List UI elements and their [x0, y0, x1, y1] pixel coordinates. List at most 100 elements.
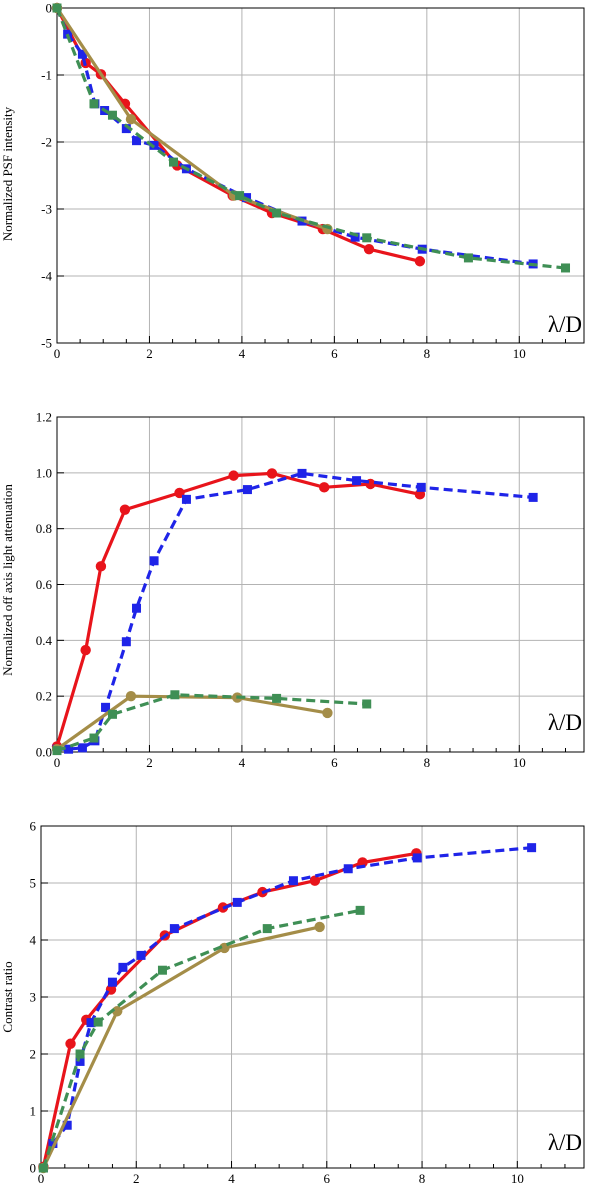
contrast-ratio-red-series-line [41, 851, 417, 1168]
psf-intensity-y-tick-label: 0 [46, 1, 53, 16]
attenuation-x-tick-label: 10 [513, 755, 526, 770]
psf-intensity-red-series-point [414, 256, 426, 267]
attenuation-y-tick-label: 0.8 [36, 521, 52, 536]
psf-intensity-red-series [51, 2, 426, 267]
contrast-ratio-y-tick-label: 6 [30, 819, 37, 834]
contrast-ratio-blue-series-point [232, 897, 242, 907]
attenuation-blue-series-point [352, 476, 362, 486]
psf-intensity-olive-series [51, 2, 333, 235]
attenuation-red-series-point [318, 482, 330, 493]
attenuation-blue-series-point [121, 637, 131, 647]
attenuation-panel: Normalized off axis light attenuation λ/… [0, 410, 585, 770]
attenuation-x-tick-label: 2 [146, 755, 153, 770]
psf-intensity-blue-series-point [121, 124, 131, 134]
psf-intensity-green-series-point [52, 3, 62, 13]
attenuation-blue-series-point [132, 603, 142, 613]
attenuation-blue-series-point [297, 468, 307, 478]
contrast-ratio-y-tick-label: 2 [30, 1047, 37, 1062]
attenuation-blue-series-point [64, 744, 74, 754]
psf-intensity-red-series-point [363, 244, 375, 255]
contrast-ratio-olive-series-line [41, 925, 320, 1169]
contrast-ratio-blue-series-point [169, 924, 179, 934]
contrast-ratio-blue-series-point [86, 1018, 96, 1028]
attenuation-blue-series-point [242, 485, 252, 495]
contrast-ratio-ylabel: Contrast ratio [0, 961, 15, 1032]
attenuation-x-tick-label: 8 [424, 755, 431, 770]
contrast-ratio-olive-series [38, 921, 325, 1174]
attenuation-green-series-point [170, 690, 180, 700]
contrast-ratio-x-tick-label: 10 [511, 1171, 524, 1186]
contrast-ratio-y-tick-label: 0 [30, 1161, 37, 1176]
psf-intensity-green-series-point [107, 110, 117, 120]
psf-intensity-grid [57, 8, 584, 343]
contrast-ratio-green-series-line [41, 908, 361, 1169]
attenuation-green-series-line [56, 693, 367, 753]
attenuation-x-tick-label: 4 [239, 755, 246, 770]
attenuation-red-series-point [80, 644, 91, 656]
attenuation-red-series-point [95, 561, 107, 572]
attenuation-y-tick-label: 1.2 [36, 410, 52, 425]
psf-intensity-x-tick-label: 6 [331, 346, 338, 361]
contrast-ratio-blue-series-point [48, 1138, 58, 1148]
psf-intensity-green-series-point [561, 263, 571, 273]
psf-intensity-x-tick-label: 0 [54, 346, 61, 361]
attenuation-corner-label: λ/D [548, 710, 582, 735]
attenuation-olive-series-point [125, 690, 137, 702]
psf-intensity-green-series-point [362, 233, 372, 243]
attenuation-y-tick-label: 0.0 [36, 745, 52, 760]
attenuation-red-series-point [119, 504, 131, 515]
psf-intensity-blue-series [52, 3, 538, 269]
attenuation-green-series [52, 690, 372, 756]
psf-intensity-panel: Normalized PSF intensity λ/D 0 2 4 6 8 10 0 -1 -… [0, 1, 585, 361]
contrast-ratio-blue-series-point [343, 864, 353, 874]
contrast-ratio-y-tick-label: 1 [30, 1104, 37, 1119]
contrast-ratio-green-series-point [38, 1163, 48, 1173]
contrast-ratio-blue-series-point [75, 1056, 85, 1066]
psf-intensity-green-series-point [89, 99, 99, 109]
contrast-ratio-green-series-point [262, 924, 272, 934]
psf-intensity-x-tick-label: 4 [239, 346, 246, 361]
attenuation-y-tick-label: 1.0 [36, 465, 52, 480]
contrast-ratio-blue-series-point [62, 1120, 72, 1130]
contrast-ratio-green-series-point [93, 1017, 103, 1027]
contrast-ratio-green-series-point [75, 1049, 85, 1059]
attenuation-red-series-point [228, 470, 239, 481]
attenuation-blue-series-point [528, 492, 538, 502]
attenuation-green-series-point [362, 699, 372, 709]
psf-intensity-corner-label: λ/D [548, 312, 582, 337]
psf-intensity-y-tick-label: -2 [41, 135, 52, 150]
attenuation-green-series-point [52, 746, 62, 756]
attenuation-green-series-point [89, 733, 99, 743]
psf-intensity-olive-series-point [125, 114, 137, 125]
psf-intensity-ylabel: Normalized PSF intensity [0, 106, 15, 241]
psf-intensity-y-tick-label: -4 [41, 269, 52, 284]
attenuation-x-tick-label: 0 [54, 755, 61, 770]
contrast-ratio-x-tick-label: 2 [133, 1171, 140, 1186]
contrast-ratio-blue-series-point [107, 977, 117, 987]
contrast-ratio-panel: Contrast ratio λ/D 0 2 4 6 8 10 0 1 2 3 4 5 6 [0, 819, 585, 1186]
attenuation-y-tick-label: 0.6 [36, 577, 53, 592]
attenuation-y-tick-label: 0.2 [36, 689, 52, 704]
psf-intensity-plot-frame [56, 7, 585, 344]
contrast-ratio-olive-series-point [112, 1006, 123, 1017]
attenuation-olive-series-point [322, 707, 333, 719]
psf-intensity-x-tick-label: 2 [146, 346, 153, 361]
attenuation-blue-series-line [57, 471, 534, 751]
psf-intensity-green-series-point [463, 253, 473, 263]
psf-intensity-green-series-point [168, 157, 178, 167]
psf-intensity-blue-series-point [350, 232, 360, 242]
attenuation-y-tick-label: 0.4 [36, 633, 53, 648]
attenuation-blue-series-point [101, 702, 111, 712]
attenuation-green-series-point [272, 693, 282, 703]
psf-intensity-x-tick-label: 8 [424, 346, 431, 361]
attenuation-red-series-line [55, 471, 421, 747]
attenuation-olive-series-line [56, 694, 328, 751]
psf-intensity-red-series-line [55, 7, 421, 263]
contrast-ratio-x-tick-label: 8 [419, 1171, 426, 1186]
psf-intensity-olive-series-line [55, 7, 328, 231]
psf-intensity-y-tick-label: -3 [41, 202, 52, 217]
psf-intensity-green-series-point [235, 191, 245, 201]
psf-intensity-blue-series-line [55, 7, 534, 266]
contrast-ratio-x-tick-label: 6 [324, 1171, 331, 1186]
